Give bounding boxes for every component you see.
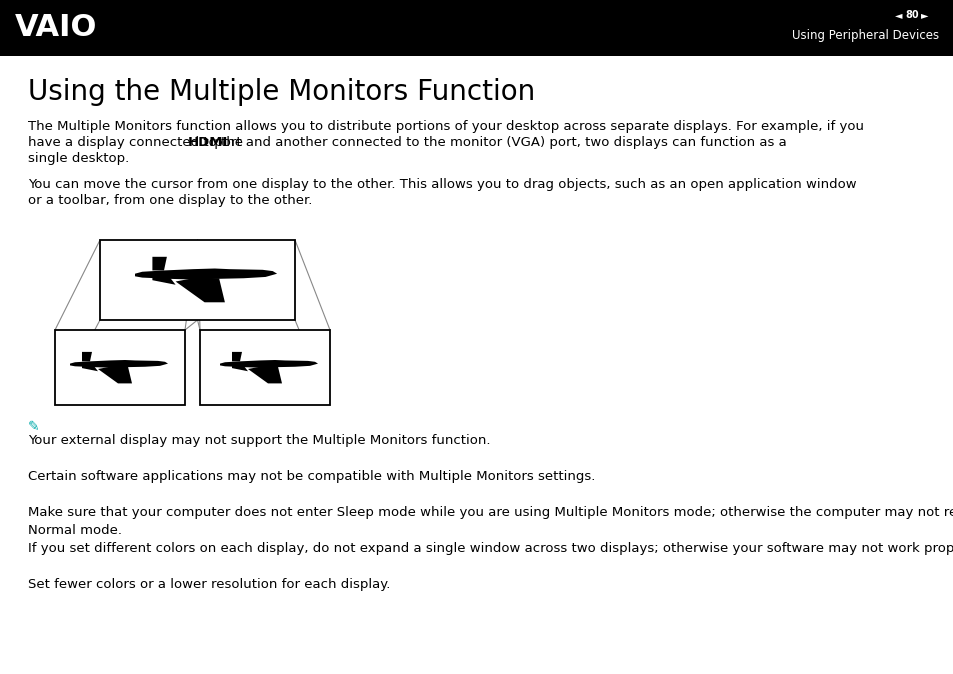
Polygon shape — [248, 367, 282, 384]
Bar — [0, 0, 953, 56]
Polygon shape — [152, 274, 175, 284]
Text: Set fewer colors or a lower resolution for each display.: Set fewer colors or a lower resolution f… — [28, 578, 390, 591]
Text: ✎: ✎ — [28, 420, 40, 434]
Polygon shape — [232, 363, 248, 371]
Polygon shape — [70, 360, 168, 367]
Text: have a display connected to the: have a display connected to the — [28, 136, 247, 149]
Text: single desktop.: single desktop. — [28, 152, 129, 165]
Text: HDMI: HDMI — [188, 136, 228, 149]
Polygon shape — [232, 352, 242, 361]
Polygon shape — [82, 352, 91, 361]
Polygon shape — [98, 367, 132, 384]
Text: Certain software applications may not be compatible with Multiple Monitors setti: Certain software applications may not be… — [28, 470, 595, 483]
Polygon shape — [82, 363, 98, 371]
Text: ◄: ◄ — [894, 10, 902, 20]
Text: ►: ► — [921, 10, 928, 20]
Bar — [200, 330, 330, 405]
Polygon shape — [152, 257, 167, 270]
Text: Your external display may not support the Multiple Monitors function.: Your external display may not support th… — [28, 434, 490, 447]
Bar — [55, 330, 185, 405]
Text: VAIO: VAIO — [15, 13, 97, 42]
Text: The Multiple Monitors function allows you to distribute portions of your desktop: The Multiple Monitors function allows yo… — [28, 120, 863, 133]
Text: Using Peripheral Devices: Using Peripheral Devices — [791, 30, 938, 42]
Bar — [100, 240, 294, 320]
Text: If you set different colors on each display, do not expand a single window acros: If you set different colors on each disp… — [28, 542, 953, 555]
Polygon shape — [135, 268, 276, 280]
Polygon shape — [220, 360, 317, 367]
Text: port and another connected to the monitor (VGA) port, two displays can function : port and another connected to the monito… — [211, 136, 786, 149]
Text: or a toolbar, from one display to the other.: or a toolbar, from one display to the ot… — [28, 194, 312, 207]
Polygon shape — [175, 278, 225, 303]
Text: 80: 80 — [904, 10, 918, 20]
Text: You can move the cursor from one display to the other. This allows you to drag o: You can move the cursor from one display… — [28, 178, 856, 191]
Text: Using the Multiple Monitors Function: Using the Multiple Monitors Function — [28, 78, 535, 106]
Text: Make sure that your computer does not enter Sleep mode while you are using Multi: Make sure that your computer does not en… — [28, 506, 953, 537]
